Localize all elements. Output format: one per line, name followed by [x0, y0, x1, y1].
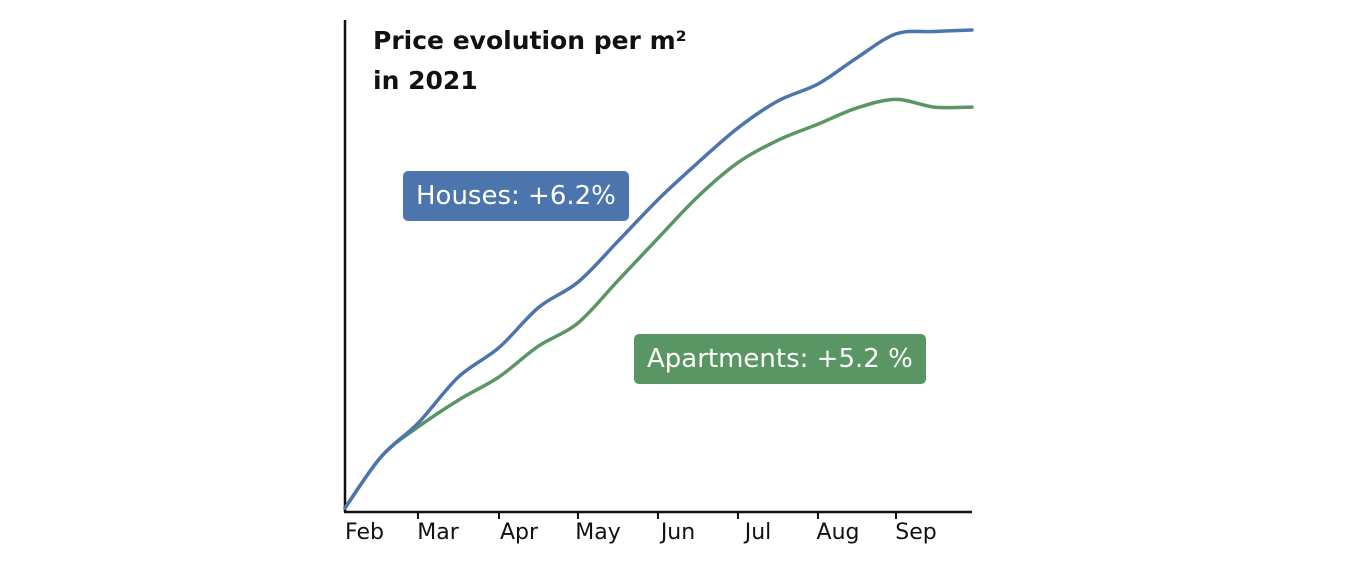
x-tick-label: Feb: [345, 520, 384, 545]
chart-title-line-1: Price evolution per m²: [373, 26, 687, 55]
x-tick-label: Aug: [817, 520, 860, 545]
chart-title-line-2: in 2021: [373, 66, 478, 95]
apartments-series-line: [343, 97, 974, 510]
houses-annotation: Houses: +6.2%: [403, 171, 629, 221]
x-tick-label: Jun: [659, 520, 695, 545]
houses-series-line: [343, 28, 974, 510]
x-tick-label: May: [575, 520, 620, 545]
x-tick-label: Jul: [743, 520, 772, 545]
x-tick-label: Apr: [500, 520, 539, 545]
x-tick-label: Mar: [417, 520, 459, 545]
apartments-annotation: Apartments: +5.2 %: [634, 334, 926, 384]
x-tick-label: Sep: [895, 520, 936, 545]
